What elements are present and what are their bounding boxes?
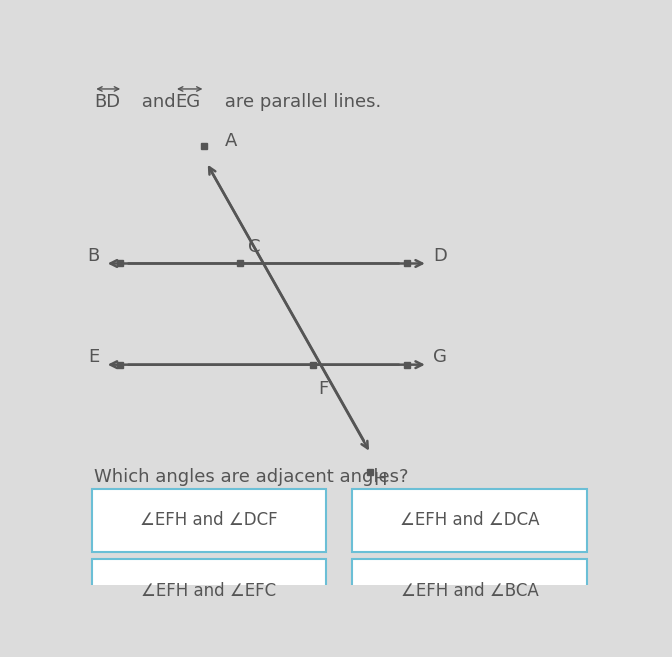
Text: and: and <box>136 93 181 110</box>
FancyBboxPatch shape <box>92 560 326 623</box>
Text: EG: EG <box>175 93 200 110</box>
FancyBboxPatch shape <box>352 560 587 623</box>
Text: D: D <box>433 247 447 265</box>
Text: E: E <box>89 348 99 366</box>
Text: C: C <box>248 238 261 256</box>
Text: Which angles are adjacent angles?: Which angles are adjacent angles? <box>94 468 409 486</box>
Text: H: H <box>373 471 386 489</box>
Text: B: B <box>87 247 99 265</box>
FancyBboxPatch shape <box>352 489 587 552</box>
Text: ∠EFH and ∠EFC: ∠EFH and ∠EFC <box>141 582 277 600</box>
FancyBboxPatch shape <box>92 489 326 552</box>
Text: A: A <box>224 131 237 150</box>
Text: ∠EFH and ∠BCA: ∠EFH and ∠BCA <box>401 582 538 600</box>
Text: F: F <box>319 380 329 398</box>
Text: BD: BD <box>94 93 120 110</box>
Text: G: G <box>433 348 447 366</box>
Text: ∠EFH and ∠DCF: ∠EFH and ∠DCF <box>140 511 278 530</box>
Text: ∠EFH and ∠DCA: ∠EFH and ∠DCA <box>400 511 539 530</box>
Text: are parallel lines.: are parallel lines. <box>219 93 382 110</box>
